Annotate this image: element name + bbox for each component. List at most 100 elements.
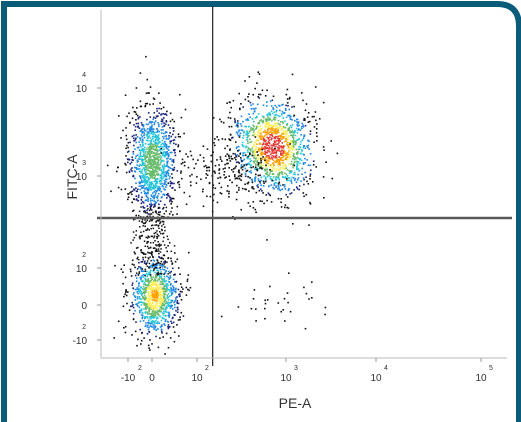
event-dot — [153, 174, 155, 176]
event-dot — [145, 308, 147, 311]
event-dot — [246, 182, 249, 185]
event-dot — [222, 121, 225, 124]
event-dot — [150, 205, 152, 207]
event-dot — [247, 132, 250, 134]
event-dot — [270, 147, 273, 150]
event-dot — [236, 132, 239, 135]
event-dot — [226, 158, 228, 161]
event-dot — [170, 283, 172, 285]
event-dot — [226, 102, 228, 104]
event-dot — [160, 310, 162, 313]
event-dot — [147, 213, 150, 215]
event-dot — [145, 316, 147, 318]
event-dot — [169, 290, 171, 292]
event-dot — [152, 145, 154, 147]
event-dot — [154, 282, 156, 284]
event-dot — [285, 156, 287, 159]
event-dot — [149, 296, 152, 299]
event-dot — [270, 124, 273, 127]
event-dot — [192, 158, 194, 161]
event-dot — [276, 159, 278, 161]
event-dot — [152, 138, 154, 140]
event-dot — [138, 301, 140, 303]
event-dot — [275, 152, 277, 154]
event-dot — [169, 276, 172, 279]
event-dot — [161, 290, 163, 293]
event-dot — [152, 164, 155, 166]
event-dot — [264, 126, 267, 128]
event-dot — [163, 165, 166, 167]
event-dot — [299, 129, 301, 132]
event-dot — [220, 192, 223, 195]
event-dot — [249, 152, 251, 155]
event-dot — [280, 145, 282, 147]
event-dot — [143, 169, 146, 172]
event-dot — [146, 280, 149, 283]
event-dot — [135, 122, 138, 125]
event-dot — [277, 114, 279, 117]
event-dot — [265, 146, 268, 149]
event-dot — [218, 168, 221, 170]
event-dot — [169, 284, 172, 286]
event-dot — [155, 300, 157, 302]
event-dot — [316, 123, 318, 125]
event-dot — [282, 167, 284, 169]
event-dot — [178, 293, 180, 296]
event-dot — [131, 201, 133, 204]
event-dot — [132, 175, 135, 178]
event-dot — [138, 158, 140, 160]
event-dot — [282, 131, 284, 133]
event-dot — [162, 173, 165, 175]
event-dot — [212, 117, 215, 119]
event-dot — [197, 159, 199, 161]
event-dot — [280, 206, 283, 208]
event-dot — [169, 132, 171, 134]
event-dot — [235, 165, 237, 168]
event-dot — [262, 158, 264, 160]
event-dot — [246, 118, 249, 120]
event-dot — [113, 337, 115, 339]
event-dot — [221, 160, 223, 162]
event-dot — [158, 203, 160, 206]
event-dot — [269, 134, 271, 136]
event-dot — [285, 140, 287, 142]
event-dot — [144, 172, 147, 174]
event-dot — [165, 302, 167, 305]
event-dot — [153, 159, 156, 161]
event-dot — [283, 186, 286, 188]
event-dot — [137, 302, 140, 304]
event-dot — [138, 141, 140, 143]
event-dot — [135, 187, 137, 189]
event-dot — [294, 143, 297, 146]
event-dot — [145, 229, 147, 231]
event-dot — [161, 139, 164, 142]
event-dot — [152, 130, 155, 133]
event-dot — [272, 164, 275, 166]
event-dot — [178, 186, 181, 189]
event-dot — [185, 286, 188, 289]
event-dot — [167, 154, 169, 157]
event-dot — [166, 161, 168, 164]
event-dot — [144, 253, 147, 255]
event-dot — [147, 136, 150, 138]
event-dot — [151, 130, 153, 132]
event-dot — [150, 235, 153, 238]
event-dot — [144, 312, 147, 314]
event-dot — [144, 284, 147, 287]
event-dot — [255, 155, 258, 158]
event-dot — [142, 285, 145, 288]
event-dot — [145, 272, 148, 275]
event-dot — [251, 147, 254, 150]
event-dot — [137, 256, 139, 259]
event-dot — [152, 264, 155, 267]
event-dot — [271, 149, 273, 152]
y-tick-label: 10 — [76, 84, 88, 95]
event-dot — [143, 308, 145, 310]
event-dot — [160, 174, 162, 177]
event-dot — [188, 251, 190, 254]
event-dot — [272, 162, 275, 164]
event-dot — [257, 186, 259, 189]
event-dot — [163, 305, 165, 307]
event-dot — [312, 181, 314, 183]
event-dot — [307, 121, 310, 123]
